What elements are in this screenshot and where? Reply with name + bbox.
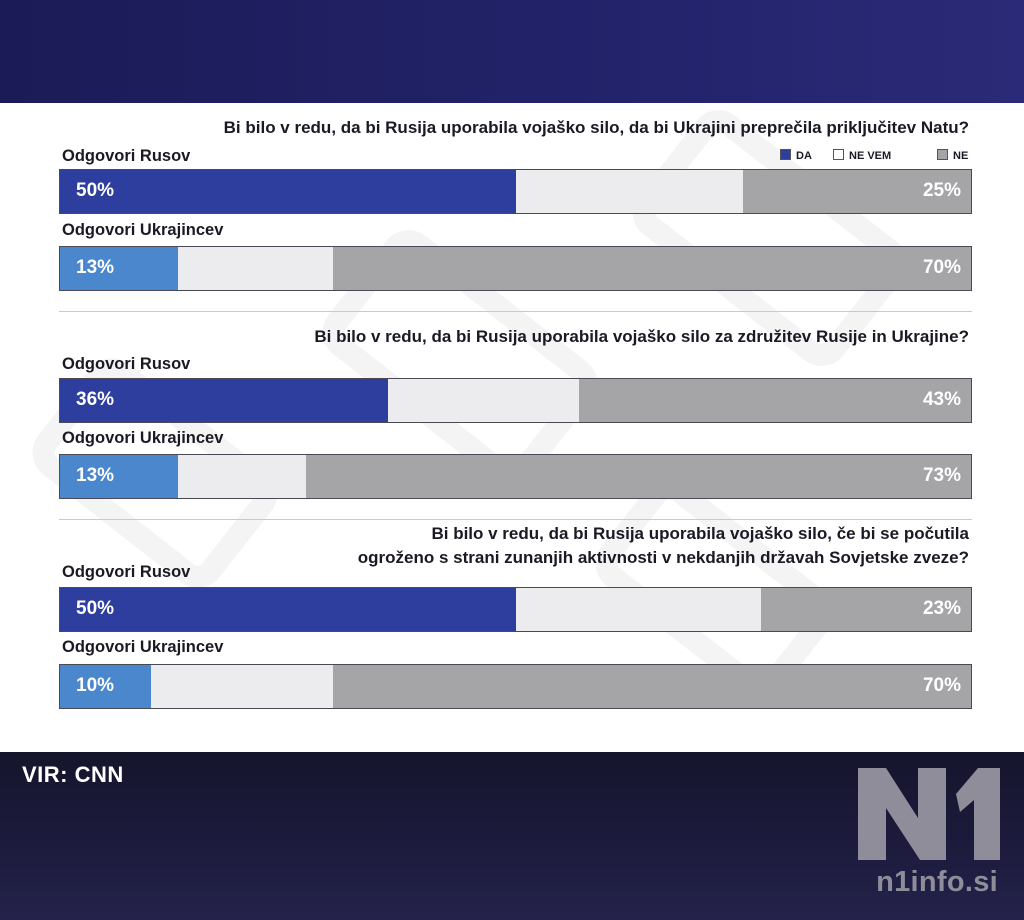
- footer-band: VIR: CNN N1 n1info.si: [0, 752, 1024, 920]
- legend-item-da: DA: [780, 149, 812, 162]
- header-band: [0, 0, 1024, 103]
- stacked-bar: 13% 73%: [59, 454, 972, 499]
- n1-logo: N1: [858, 768, 1000, 860]
- bar-segment-ne: [743, 170, 971, 213]
- ne-percent-label: 23%: [922, 598, 961, 619]
- legend-item-ne-vem: NE VEM: [833, 149, 891, 162]
- group-label-russians-q1: Odgovori Rusov: [62, 147, 191, 165]
- stacked-bar: 36% 43%: [59, 378, 972, 423]
- bar-segment-ne: [333, 665, 971, 708]
- ne-percent-label: 70%: [922, 257, 961, 278]
- question-3-line-1: Bi bilo v redu, da bi Rusija uporabila v…: [431, 524, 969, 543]
- bar-segment-da: [60, 170, 516, 213]
- da-percent-label: 50%: [76, 598, 115, 619]
- question-1: Bi bilo v redu, da bi Rusija uporabila v…: [223, 118, 969, 137]
- group-label-ukrainians-q2: Odgovori Ukrajincev: [62, 429, 224, 447]
- da-percent-label: 13%: [76, 465, 115, 486]
- bar-segment-ne: [305, 455, 971, 498]
- legend-item-ne: NE: [937, 149, 968, 162]
- legend-label-da: DA: [796, 150, 812, 162]
- bar-segment-ne-vem: [178, 247, 334, 290]
- site-url[interactable]: n1info.si: [876, 866, 998, 898]
- group-label-russians-q2: Odgovori Rusov: [62, 355, 191, 373]
- source-label: VIR: CNN: [22, 762, 124, 787]
- ne-percent-label: 73%: [922, 465, 961, 486]
- legend-label-ne: NE: [953, 150, 969, 162]
- question-2: Bi bilo v redu, da bi Rusija uporabila v…: [314, 327, 969, 346]
- group-label-ukrainians-q1: Odgovori Ukrajincev: [62, 221, 224, 239]
- legend-swatch-ne-vem: [833, 149, 844, 160]
- bar-segment-da: [60, 379, 388, 422]
- da-percent-label: 50%: [76, 180, 115, 201]
- da-percent-label: 36%: [76, 389, 115, 410]
- bar-segment-da: [60, 247, 179, 290]
- group-label-ukrainians-q3: Odgovori Ukrajincev: [62, 638, 224, 656]
- da-percent-label: 10%: [76, 675, 115, 696]
- bar-segment-da: [60, 455, 179, 498]
- bar-segment-ne-vem: [515, 588, 762, 631]
- group-label-russians-q3: Odgovori Rusov: [62, 563, 191, 581]
- question-3: Bi bilo v redu, da bi Rusija uporabila v…: [358, 522, 969, 570]
- section-divider: [59, 519, 972, 520]
- bar-segment-ne: [579, 379, 971, 422]
- section-divider: [59, 311, 972, 312]
- stacked-bar: 50% 23%: [59, 587, 972, 632]
- ne-percent-label: 43%: [922, 389, 961, 410]
- question-3-line-2: ogroženo s strani zunanjih aktivnosti v …: [357, 548, 969, 567]
- bar-segment-ne-vem: [387, 379, 580, 422]
- da-percent-label: 13%: [76, 257, 115, 278]
- bar-segment-ne: [761, 588, 971, 631]
- bar-segment-ne: [333, 247, 971, 290]
- ne-percent-label: 70%: [922, 675, 961, 696]
- stacked-bar: 50% 25%: [59, 169, 972, 214]
- bar-segment-ne-vem: [515, 170, 744, 213]
- stacked-bar: 13% 70%: [59, 246, 972, 291]
- legend-swatch-ne: [937, 149, 948, 160]
- legend-swatch-da: [780, 149, 791, 160]
- bar-segment-ne-vem: [151, 665, 334, 708]
- bar-segment-da: [60, 588, 516, 631]
- ne-percent-label: 25%: [922, 180, 961, 201]
- bar-segment-da: [60, 665, 152, 708]
- legend-label-ne-vem: NE VEM: [849, 150, 892, 162]
- stacked-bar: 10% 70%: [59, 664, 972, 709]
- bar-segment-ne-vem: [178, 455, 306, 498]
